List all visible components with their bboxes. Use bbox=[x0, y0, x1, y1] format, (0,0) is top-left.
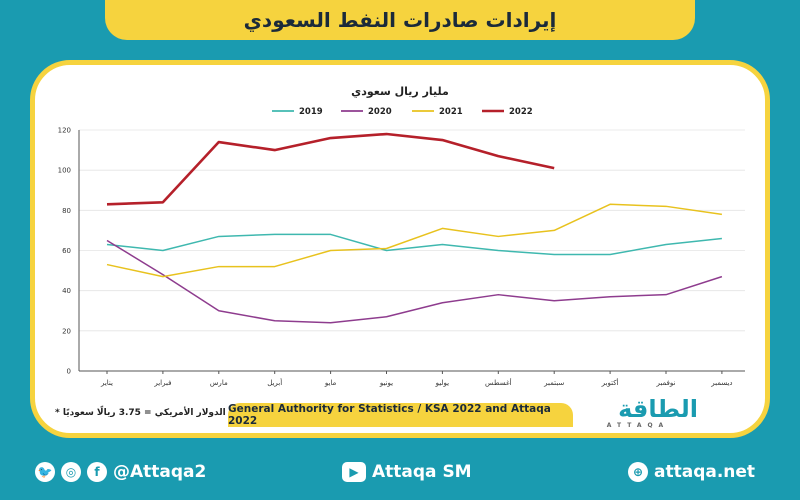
y-tick-label: 60 bbox=[62, 247, 71, 255]
title-banner: إيرادات صادرات النفط السعودي bbox=[105, 0, 695, 40]
series-line-2019 bbox=[106, 233, 722, 256]
social-handle[interactable]: 🐦 ◎ f @Attaqa2 bbox=[35, 462, 206, 482]
x-tick-label: ديسمبر bbox=[710, 379, 732, 387]
website-text: attaqa.net bbox=[654, 462, 756, 482]
legend-label: 2020 bbox=[368, 107, 392, 117]
logo-text: الطاقة bbox=[618, 395, 698, 423]
youtube-link[interactable]: ▶ Attaqa SM bbox=[342, 462, 472, 482]
x-tick-label: يوليو bbox=[435, 379, 449, 387]
x-tick-label: أغسطس bbox=[485, 378, 512, 387]
legend-label: 2022 bbox=[509, 107, 533, 117]
y-tick-label: 120 bbox=[58, 127, 71, 135]
currency-note: * الدولار الأمريكي = 3.75 ريالًا سعوديًا bbox=[55, 408, 226, 418]
social-handle-text: @Attaqa2 bbox=[113, 462, 207, 482]
twitter-icon: 🐦 bbox=[35, 462, 55, 482]
series-line-2022 bbox=[106, 132, 555, 206]
x-tick-label: فبراير bbox=[153, 379, 171, 387]
instagram-icon: ◎ bbox=[61, 462, 81, 482]
y-tick-label: 40 bbox=[62, 287, 71, 295]
x-tick-label: سبتمبر bbox=[543, 379, 564, 387]
facebook-icon: f bbox=[87, 462, 107, 482]
youtube-icon: ▶ bbox=[342, 462, 366, 482]
x-tick-label: أكتوبر bbox=[601, 378, 619, 387]
x-tick-label: مايو bbox=[324, 379, 337, 387]
youtube-text: Attaqa SM bbox=[372, 462, 472, 482]
page-title: إيرادات صادرات النفط السعودي bbox=[243, 8, 557, 32]
x-tick-label: أبريل bbox=[267, 378, 282, 387]
y-tick-label: 20 bbox=[62, 327, 71, 335]
x-tick-label: يونيو bbox=[379, 379, 393, 387]
globe-icon: ⊕ bbox=[628, 462, 648, 482]
y-tick-label: 100 bbox=[58, 167, 71, 175]
logo-sub: ATTAQA bbox=[606, 422, 670, 429]
x-tick-label: يناير bbox=[100, 379, 113, 387]
x-tick-label: نوفمبر bbox=[656, 379, 676, 387]
y-tick-label: 80 bbox=[62, 207, 71, 215]
x-tick-label: مارس bbox=[210, 379, 228, 387]
legend-label: 2021 bbox=[439, 107, 463, 117]
series-line-2020 bbox=[106, 239, 723, 324]
chart-title: مليار ريال سعودي bbox=[351, 85, 449, 98]
legend-label: 2019 bbox=[299, 107, 323, 117]
source-label: General Authority for Statistics / KSA 2… bbox=[228, 403, 573, 427]
source-text: General Authority for Statistics / KSA 2… bbox=[228, 403, 551, 427]
y-tick-label: 0 bbox=[67, 368, 71, 376]
website-link[interactable]: ⊕ attaqa.net bbox=[628, 462, 755, 482]
attaqa-logo: الطاقة ATTAQA bbox=[578, 396, 698, 430]
series-line-2021 bbox=[106, 203, 723, 278]
